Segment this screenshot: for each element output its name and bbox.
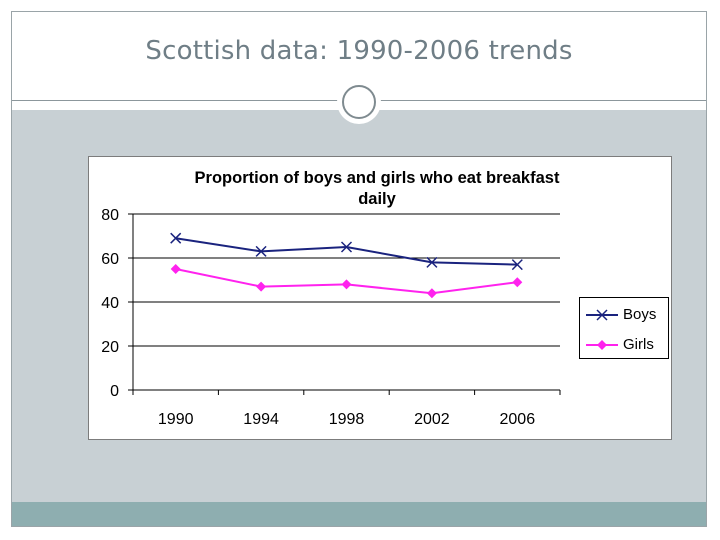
x-tick-label: 1990 — [158, 411, 194, 428]
legend-label-boys: Boys — [623, 306, 657, 323]
data-point-girls — [426, 288, 437, 299]
chart-title-line-2: daily — [358, 190, 396, 208]
series-line-boys — [175, 237, 518, 266]
x-tick-label: 2006 — [500, 411, 536, 428]
data-point-boys — [340, 241, 353, 253]
y-tick-label: 40 — [101, 295, 119, 312]
data-point-boys — [511, 259, 523, 271]
data-point-boys — [170, 232, 182, 244]
footer-band — [12, 502, 706, 526]
data-point-girls — [341, 279, 352, 290]
ring-ornament-icon — [337, 80, 381, 124]
data-point-girls — [512, 277, 523, 288]
y-tick-label: 20 — [101, 339, 119, 356]
legend-item-boys: Boys — [580, 304, 668, 326]
legend: Boys Girls — [579, 297, 669, 359]
chart-title-line-1: Proportion of boys and girls who eat bre… — [194, 169, 560, 187]
data-point-girls — [170, 264, 181, 274]
x-tick-label: 1998 — [329, 411, 365, 428]
y-tick-label: 80 — [101, 207, 119, 224]
legend-girls-swatch-icon — [586, 340, 618, 350]
chart-title: Proportion of boys and girls who eat bre… — [0, 168, 720, 210]
x-tick-label: 2002 — [414, 411, 450, 428]
legend-label-girls: Girls — [623, 336, 654, 353]
legend-boys-swatch-icon — [586, 309, 618, 321]
data-point-girls — [256, 281, 267, 292]
slide-title: Scottish data: 1990-2006 trends — [145, 36, 573, 66]
chart-panel — [88, 156, 672, 440]
y-tick-label: 0 — [110, 383, 119, 400]
data-point-boys — [255, 245, 267, 257]
y-tick-label: 60 — [101, 251, 119, 268]
legend-item-girls: Girls — [580, 334, 668, 356]
data-point-boys — [426, 256, 438, 268]
x-tick-label: 1994 — [243, 411, 279, 428]
